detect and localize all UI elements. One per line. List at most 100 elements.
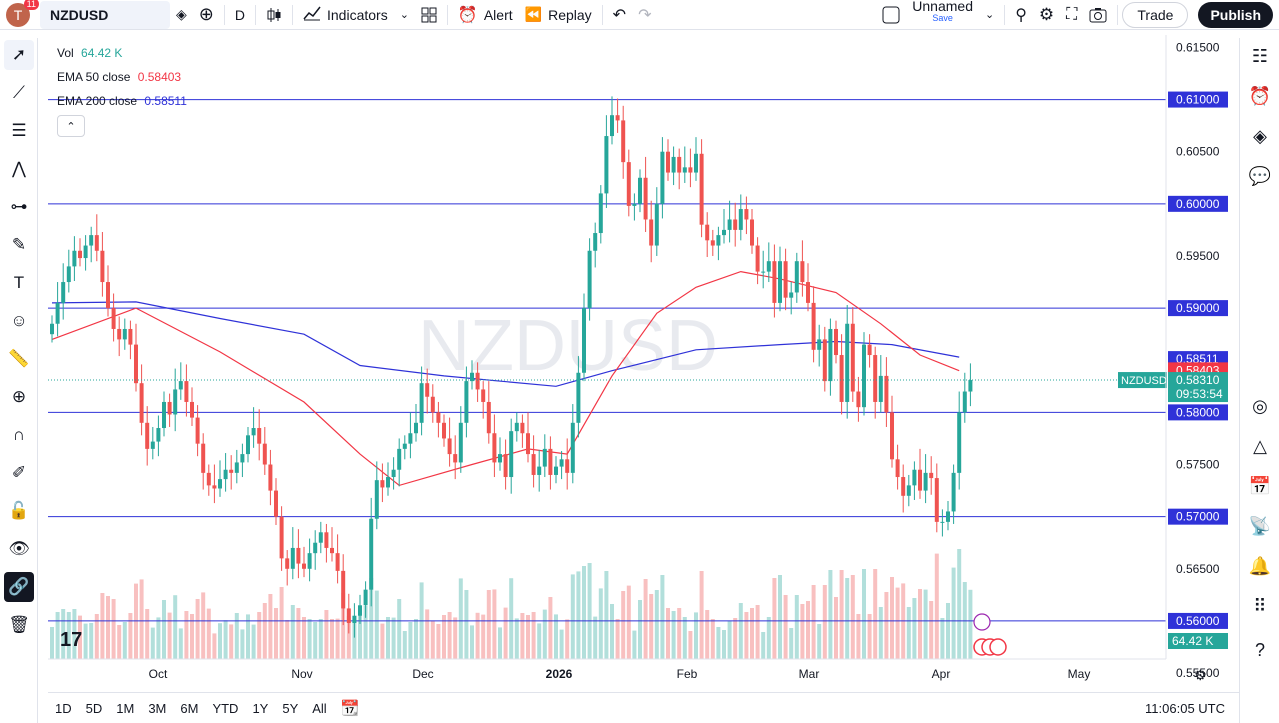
cursor-arrow-icon[interactable]: ➚ (4, 40, 34, 70)
text-icon[interactable]: T (13, 273, 25, 292)
interval-button[interactable]: D (229, 0, 251, 30)
candle-body (587, 250, 592, 309)
indicators-label: Indicators (327, 6, 388, 23)
user-avatar[interactable]: T 11 (6, 0, 39, 27)
lock-icon[interactable]: 🔓 (8, 501, 30, 520)
symbol-search-button[interactable]: NZDUSD (40, 0, 170, 29)
last-price-box (1168, 372, 1228, 403)
compare-plus-icon[interactable]: ⊕ (198, 4, 214, 24)
ideas-icon[interactable]: △ (1253, 435, 1267, 456)
candle-body (951, 472, 956, 512)
indicators-button[interactable]: Indicators (297, 0, 394, 30)
volume-bar (677, 608, 682, 659)
candle-body (638, 177, 642, 204)
alerts-clock-icon[interactable]: ⏰ (1248, 85, 1272, 106)
help-icon[interactable]: ? (1254, 639, 1265, 660)
volume-bar (682, 617, 687, 659)
volume-bar (542, 609, 547, 659)
templates-grid-icon[interactable] (415, 0, 443, 30)
favorite-icon[interactable]: ◈ (176, 6, 187, 22)
volume-legend[interactable]: Vol 64.42 K (57, 46, 122, 60)
layout-checkbox-icon[interactable] (876, 0, 906, 30)
range-button-ytd[interactable]: YTD (212, 700, 239, 716)
utc-clock[interactable]: 11:06:05 UTC (1145, 700, 1225, 716)
collapse-legend-button[interactable]: ⌃ (57, 115, 85, 137)
chevron-down-icon[interactable]: ⌄ (984, 9, 995, 21)
fullscreen-icon[interactable]: ⛶ (1066, 5, 1078, 23)
apps-grid-icon[interactable]: ⠿ (1253, 595, 1267, 616)
candle-body (817, 339, 822, 350)
volume-bar (414, 619, 418, 659)
volume-bar (750, 608, 754, 659)
volume-bar (341, 592, 346, 659)
calendar-icon[interactable]: 📅 (1248, 475, 1272, 496)
ema200-legend[interactable]: EMA 200 close 0.58511 (57, 94, 187, 108)
range-button-5d[interactable]: 5D (85, 700, 103, 716)
bottom-toolbar: 1D 5D 1M 3M 6M YTD 1Y 5Y All 📆 11:06:05 UTC (48, 692, 1239, 723)
volume-bar (212, 633, 217, 659)
y-axis-tick-label: 0.56500 (1176, 562, 1220, 576)
range-button-1m[interactable]: 1M (116, 700, 135, 716)
level-price-box (1168, 300, 1228, 317)
x-axis-tick-label: Nov (291, 667, 312, 681)
watchlist-icon[interactable]: ☷ (1251, 45, 1269, 66)
chat-icon[interactable]: 💬 (1248, 165, 1272, 186)
prediction-measure-icon[interactable]: ⊶ (10, 197, 28, 216)
volume-bar (61, 609, 66, 659)
volume-bar (604, 571, 609, 659)
volume-bar (302, 617, 306, 659)
broadcast-icon[interactable]: 📡 (1248, 515, 1272, 536)
camera-icon[interactable] (1083, 0, 1113, 30)
chevron-down-icon[interactable]: ⌄ (399, 9, 409, 21)
quick-search-icon[interactable]: ⚲ (1015, 6, 1027, 24)
layout-name-button[interactable]: Unnamed Save (906, 0, 979, 30)
alert-button[interactable]: ⏰ Alert (452, 0, 519, 30)
candle-body (341, 570, 346, 609)
y-axis-tick-label: 0.59500 (1176, 249, 1220, 263)
trade-button[interactable]: Trade (1122, 1, 1189, 28)
candle-body (251, 428, 256, 436)
candle-body (206, 472, 211, 486)
candle-body (386, 477, 390, 488)
stay-in-drawing-mode-icon[interactable]: ✐ (11, 463, 27, 482)
redo-icon[interactable]: ↷ (638, 6, 652, 24)
level-price-box (1168, 195, 1228, 212)
date-range-calendar-icon[interactable]: 📆 (340, 700, 360, 717)
ruler-icon[interactable]: 📏 (8, 349, 30, 368)
vol-label: Vol (57, 46, 74, 60)
trend-line-icon[interactable]: ⟋ (13, 83, 25, 102)
eye-icon[interactable]: 👁 (8, 539, 30, 558)
candle-type-icon[interactable] (260, 0, 288, 30)
range-button-5y[interactable]: 5Y (282, 700, 299, 716)
emoji-icon[interactable]: ☺ (10, 311, 28, 330)
target-icon[interactable]: ◎ (1252, 395, 1268, 416)
link-icon[interactable]: 🔗 (4, 572, 34, 602)
undo-icon[interactable]: ↶ (612, 6, 627, 24)
y-axis-tick-label: 0.55500 (1176, 666, 1220, 680)
magnet-icon[interactable]: ∩ (12, 425, 26, 444)
publish-button[interactable]: Publish (1198, 1, 1273, 28)
candle-body (307, 553, 312, 569)
range-button-1y[interactable]: 1Y (252, 700, 269, 716)
bell-icon[interactable]: 🔔 (1248, 555, 1272, 576)
volume-bar (397, 599, 402, 659)
zoom-in-icon[interactable]: ⊕ (11, 387, 27, 406)
replay-button[interactable]: ⏪ Replay (519, 0, 598, 30)
ema50-legend[interactable]: EMA 50 close 0.58403 (57, 70, 181, 84)
range-button-1d[interactable]: 1D (55, 700, 72, 716)
pattern-icon[interactable]: ⋀ (12, 159, 26, 178)
volume-bar (666, 608, 670, 659)
settings-gear-icon[interactable]: ⚙ (1038, 4, 1055, 24)
spacer (1240, 198, 1279, 388)
fib-retracement-icon[interactable]: ☰ (11, 121, 27, 140)
range-button-3m[interactable]: 3M (148, 700, 167, 716)
range-button-6m[interactable]: 6M (180, 700, 199, 716)
range-button-all[interactable]: All (312, 700, 327, 716)
trash-icon[interactable]: 🗑 (8, 615, 30, 634)
price-chart[interactable]: NZDUSD 0.61500 0.61000 0.60500 0.60000 0.5950… (48, 35, 1238, 692)
candle-body (884, 375, 889, 413)
brush-icon[interactable]: ✎ (11, 235, 27, 254)
layers-icon[interactable]: ◈ (1253, 125, 1267, 146)
volume-bar (346, 616, 351, 659)
level-price-box (1168, 404, 1228, 421)
